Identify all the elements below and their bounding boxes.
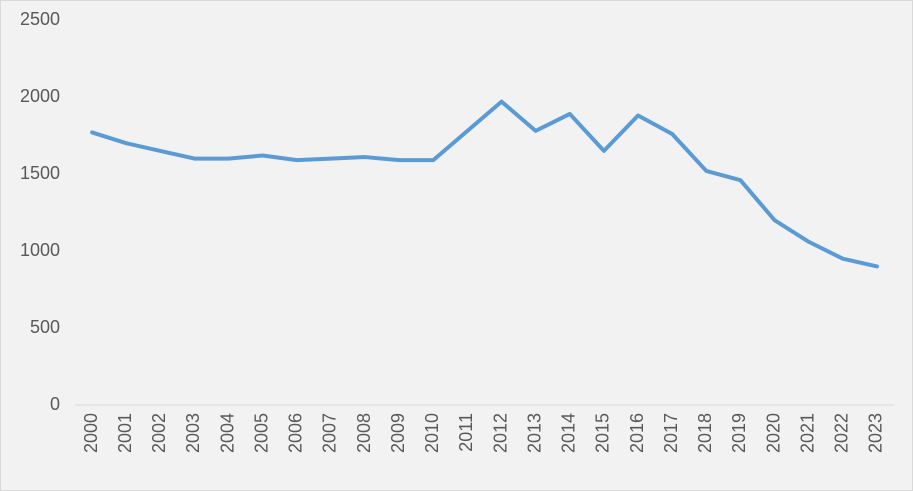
x-tick-label: 2010 bbox=[422, 413, 442, 453]
x-tick-label: 2007 bbox=[320, 413, 340, 453]
y-tick-label: 1500 bbox=[20, 163, 60, 183]
x-tick-label: 2021 bbox=[797, 413, 817, 453]
x-tick-label: 2008 bbox=[354, 413, 374, 453]
x-tick-label: 2009 bbox=[388, 413, 408, 453]
y-tick-label: 0 bbox=[50, 394, 60, 414]
x-tick-label: 2023 bbox=[866, 413, 886, 453]
y-tick-label: 1000 bbox=[20, 240, 60, 260]
y-tick-label: 2000 bbox=[20, 86, 60, 106]
x-tick-label: 2004 bbox=[217, 413, 237, 453]
x-tick-label: 2016 bbox=[627, 413, 647, 453]
x-tick-label: 2002 bbox=[149, 413, 169, 453]
x-tick-label: 2022 bbox=[832, 413, 852, 453]
x-tick-label: 2000 bbox=[81, 413, 101, 453]
x-tick-label: 2006 bbox=[286, 413, 306, 453]
x-tick-label: 2011 bbox=[456, 413, 476, 452]
x-tick-label: 2015 bbox=[593, 413, 613, 453]
x-tick-label: 2020 bbox=[763, 413, 783, 453]
x-tick-label: 2005 bbox=[251, 413, 271, 453]
x-tick-label: 2018 bbox=[695, 413, 715, 453]
x-tick-label: 2003 bbox=[183, 413, 203, 453]
x-tick-label: 2019 bbox=[729, 413, 749, 453]
y-tick-label: 500 bbox=[30, 317, 60, 337]
y-tick-label: 2500 bbox=[20, 9, 60, 29]
line-series bbox=[90, 99, 879, 269]
x-tick-label: 2013 bbox=[524, 413, 544, 453]
x-tick-label: 2017 bbox=[661, 413, 681, 453]
x-tick-label: 2014 bbox=[559, 413, 579, 453]
x-tick-label: 2012 bbox=[490, 413, 510, 453]
x-tick-label: 2001 bbox=[115, 413, 135, 453]
